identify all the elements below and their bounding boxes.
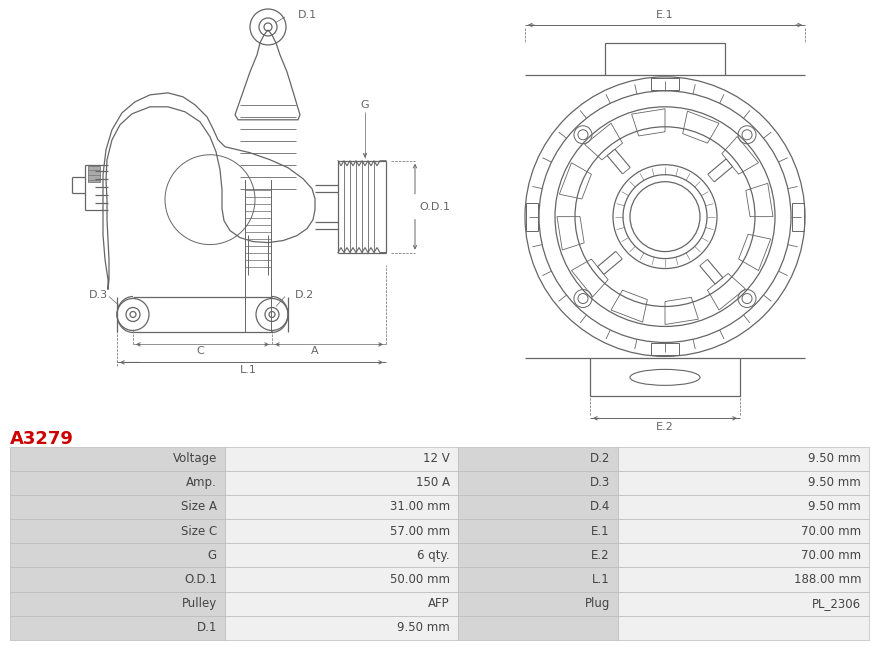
Text: 9.50 mm: 9.50 mm: [397, 621, 450, 634]
Bar: [618, 592, 869, 616]
Bar: [618, 616, 869, 640]
Bar: [88, 166, 100, 182]
Text: E.1: E.1: [656, 10, 674, 20]
Text: Size A: Size A: [181, 501, 217, 513]
Text: 70.00 mm: 70.00 mm: [801, 549, 861, 562]
Bar: [10, 495, 225, 519]
Text: 12 V: 12 V: [423, 452, 450, 465]
Text: 188.00 mm: 188.00 mm: [794, 573, 861, 586]
Text: G: G: [208, 549, 217, 562]
Text: C: C: [196, 346, 204, 357]
Text: Amp.: Amp.: [187, 476, 217, 490]
Text: 150 A: 150 A: [416, 476, 450, 490]
Bar: [458, 544, 618, 567]
Bar: [526, 203, 538, 230]
Text: D.1: D.1: [196, 621, 217, 634]
Text: D.2: D.2: [295, 290, 314, 299]
Text: PL_2306: PL_2306: [812, 597, 861, 610]
Bar: [10, 447, 225, 470]
Bar: [458, 567, 618, 592]
Bar: [225, 447, 458, 470]
Text: G: G: [361, 100, 369, 110]
Bar: [618, 495, 869, 519]
Text: D.3: D.3: [89, 290, 108, 299]
Bar: [10, 470, 225, 495]
Bar: [458, 519, 618, 544]
Bar: [651, 343, 679, 355]
Text: 6 qty.: 6 qty.: [417, 549, 450, 562]
Text: Pulley: Pulley: [181, 597, 217, 610]
Bar: [618, 519, 869, 544]
Text: L.1: L.1: [592, 573, 610, 586]
Bar: [10, 567, 225, 592]
Bar: [10, 544, 225, 567]
Bar: [10, 519, 225, 544]
Text: E.2: E.2: [656, 422, 674, 432]
Bar: [590, 359, 740, 396]
Text: 70.00 mm: 70.00 mm: [801, 524, 861, 538]
Bar: [458, 592, 618, 616]
Text: O.D.1: O.D.1: [184, 573, 217, 586]
Bar: [458, 470, 618, 495]
Bar: [618, 470, 869, 495]
Bar: [225, 567, 458, 592]
Bar: [618, 447, 869, 470]
Bar: [458, 495, 618, 519]
Text: 57.00 mm: 57.00 mm: [390, 524, 450, 538]
Text: D.1: D.1: [298, 10, 317, 20]
Bar: [225, 544, 458, 567]
Bar: [225, 470, 458, 495]
Text: Plug: Plug: [585, 597, 610, 610]
Text: Size C: Size C: [180, 524, 217, 538]
Bar: [225, 495, 458, 519]
Bar: [458, 447, 618, 470]
Bar: [225, 592, 458, 616]
Bar: [458, 616, 618, 640]
Bar: [651, 78, 679, 90]
Bar: [225, 519, 458, 544]
Bar: [618, 567, 869, 592]
Text: A3279: A3279: [10, 430, 74, 449]
Text: L.1: L.1: [239, 365, 256, 375]
Text: D.3: D.3: [589, 476, 610, 490]
Bar: [10, 616, 225, 640]
Text: E.1: E.1: [591, 524, 610, 538]
Text: 50.00 mm: 50.00 mm: [390, 573, 450, 586]
Bar: [605, 43, 725, 75]
Text: AFP: AFP: [428, 597, 450, 610]
Text: A: A: [311, 346, 319, 357]
Text: D.4: D.4: [589, 501, 610, 513]
Text: D.2: D.2: [589, 452, 610, 465]
Text: 31.00 mm: 31.00 mm: [390, 501, 450, 513]
Text: 9.50 mm: 9.50 mm: [808, 501, 861, 513]
Text: 9.50 mm: 9.50 mm: [808, 452, 861, 465]
Text: 9.50 mm: 9.50 mm: [808, 476, 861, 490]
Text: Voltage: Voltage: [172, 452, 217, 465]
Text: E.2: E.2: [591, 549, 610, 562]
Text: O.D.1: O.D.1: [419, 201, 450, 212]
Bar: [225, 616, 458, 640]
Bar: [618, 544, 869, 567]
Bar: [792, 203, 804, 230]
Bar: [10, 592, 225, 616]
